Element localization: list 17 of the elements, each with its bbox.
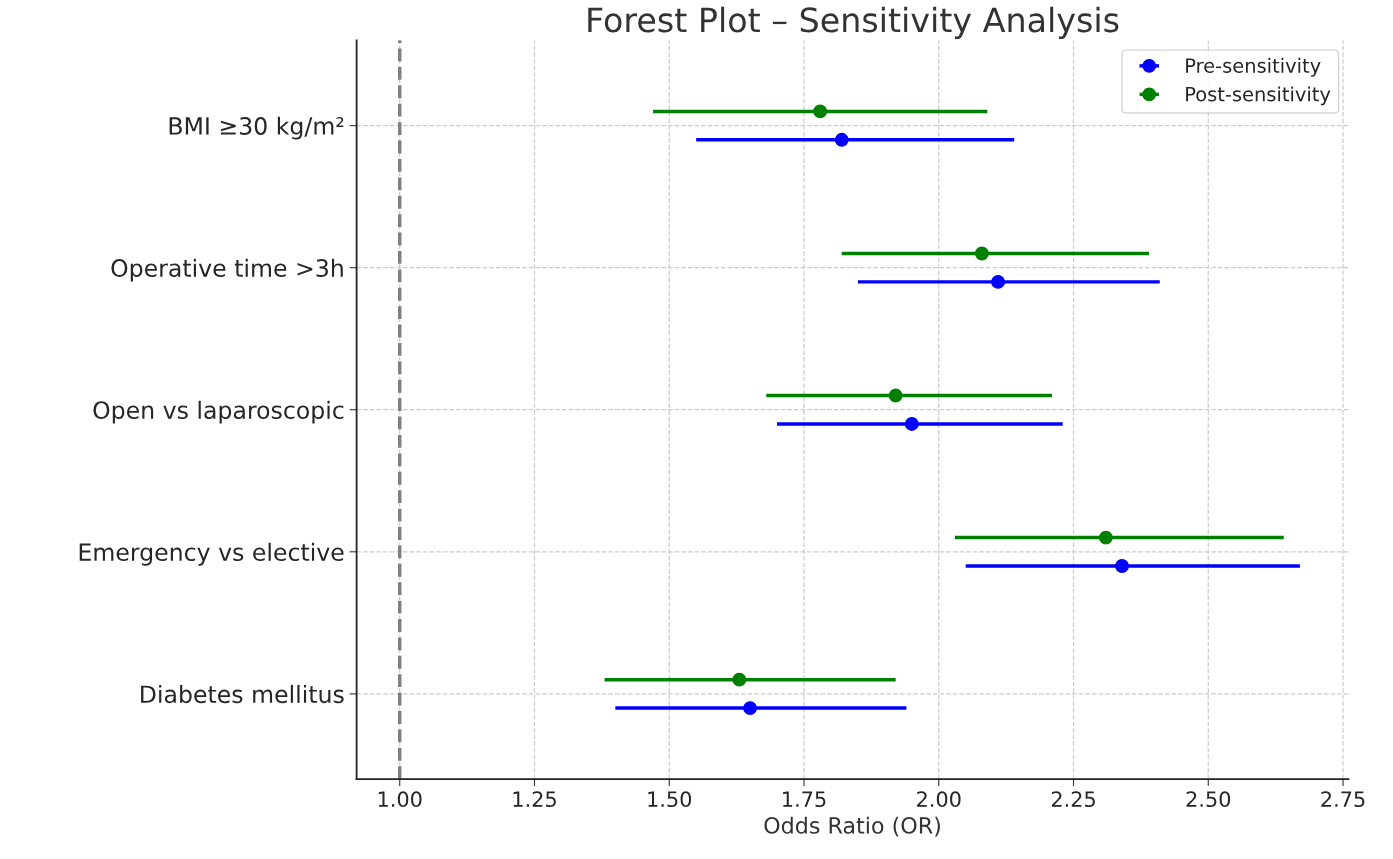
y-tick-label: Open vs laparoscopic	[93, 400, 344, 424]
x-tick-label: 1.75	[783, 791, 826, 808]
chart-title: Forest Plot – Sensitivity Analysis	[588, 6, 1119, 39]
x-tick-label: 2.50	[1186, 791, 1231, 808]
x-tick-label: 1.50	[648, 791, 692, 808]
x-tick-label: 1.00	[378, 791, 422, 808]
y-tick-label: Operative time >3h	[111, 258, 343, 282]
x-axis-title: Odds Ratio (OR)	[764, 816, 940, 837]
legend-label: Post-sensitivity	[1186, 86, 1331, 106]
y-tick-label: Diabetes mellitus	[141, 684, 344, 704]
x-tick-label: 2.25	[1051, 791, 1095, 808]
x-tick-label: 2.00	[917, 791, 961, 808]
x-tick-label: 2.75	[1321, 791, 1365, 808]
x-tick-label: 1.25	[513, 791, 556, 808]
legend-label: Pre-sensitivity	[1186, 57, 1321, 77]
y-tick-label: BMI ≥30 kg/m²	[169, 116, 344, 140]
y-tick-label: Emergency vs elective	[79, 542, 344, 566]
